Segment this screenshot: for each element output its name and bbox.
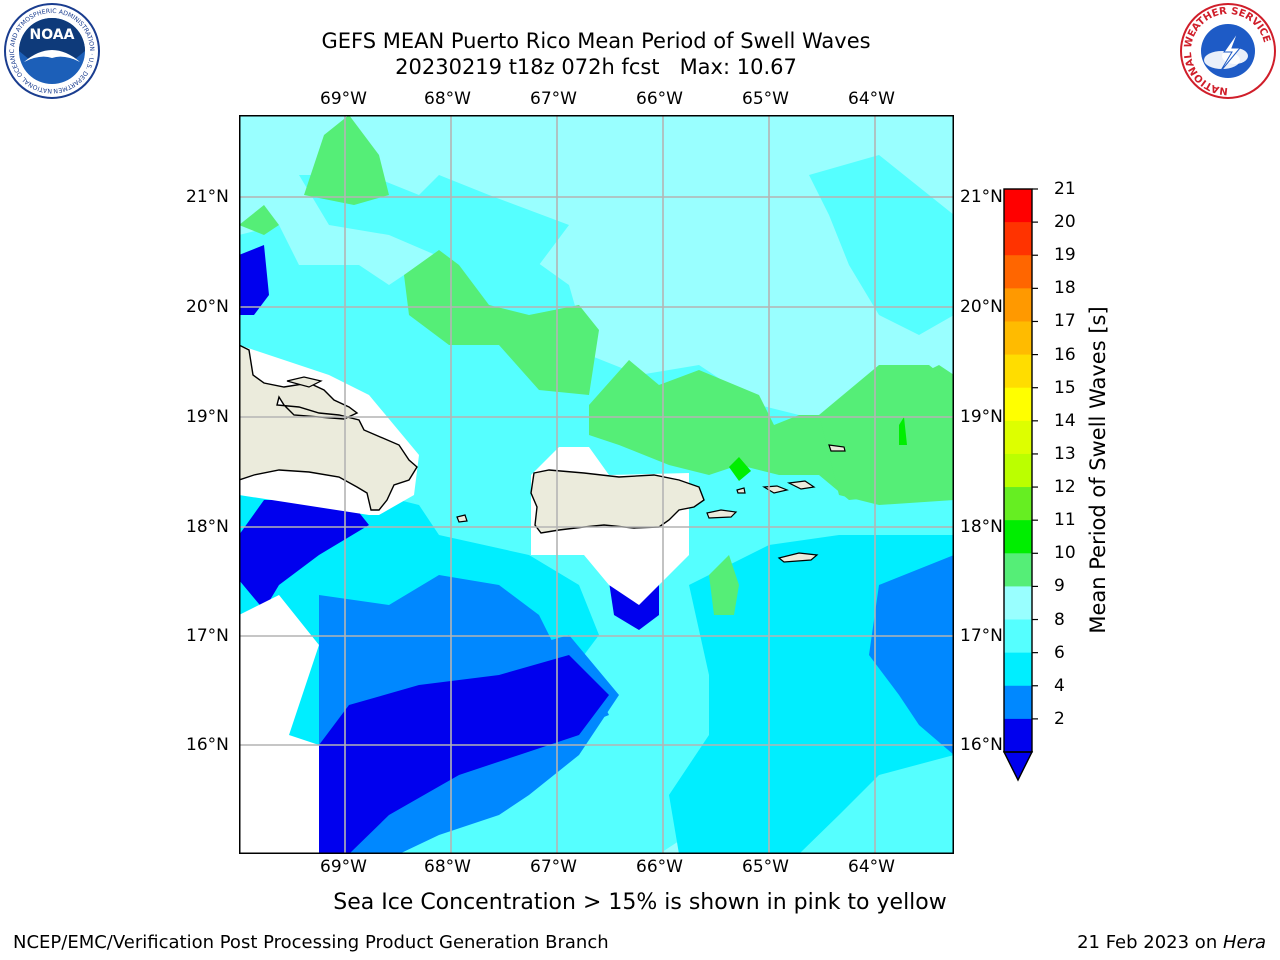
colorbar-extend-arrow [1002, 751, 1034, 782]
lon-label-bottom-67w: 67°W [530, 857, 577, 877]
lat-label-left-16n: 16°N [186, 735, 229, 755]
footer-date: 21 Feb 2023 on Hera [1077, 932, 1266, 953]
colorbar-tick-label: 20 [1054, 212, 1076, 233]
swell-field-9-10-north [404, 250, 599, 395]
lon-label-bottom-69w: 69°W [320, 857, 367, 877]
colorbar-tick-label: 6 [1054, 642, 1065, 663]
colorbar-segment [1004, 420, 1032, 455]
land-hispaniola [239, 344, 418, 511]
lat-label-left-19n: 19°N [186, 407, 229, 427]
chart-title-line2: 20230219 t18z 072h fcst Max: 10.67 [395, 55, 797, 79]
sea-ice-caption: Sea Ice Concentration > 15% is shown in … [333, 890, 947, 915]
colorbar-label: Mean Period of Swell Waves [s] [1086, 306, 1110, 634]
colorbar-segment [1004, 586, 1032, 621]
swell-field-9-10-east [819, 365, 954, 505]
colorbar [1002, 188, 1038, 782]
colorbar-tick-label: 8 [1054, 609, 1065, 630]
colorbar-frame [1003, 188, 1033, 753]
colorbar-tick-label: 9 [1054, 576, 1065, 597]
footer-date-text: 21 Feb 2023 on [1077, 932, 1223, 953]
swell-field-6-8-ne [809, 155, 954, 335]
footer-host: Hera [1222, 932, 1266, 953]
land-hispaniola-north-cay [286, 376, 323, 388]
colorbar-segment [1004, 619, 1032, 654]
colorbar-segment [1004, 652, 1032, 687]
swell-field-9-10-west [239, 205, 279, 235]
map-gridlines [239, 115, 954, 854]
swell-field-9-10-nw [304, 115, 389, 205]
colorbar-segment [1004, 222, 1032, 256]
lon-label-top-68w: 68°W [424, 89, 471, 109]
colorbar-tick-label: 13 [1054, 443, 1076, 464]
land-st-croix [777, 552, 819, 563]
colorbar-tick-label: 16 [1054, 344, 1076, 365]
colorbar-segment [1004, 685, 1032, 720]
colorbar-segment [1004, 288, 1032, 322]
swell-field-9-10-south [709, 555, 739, 615]
land-vieques [706, 509, 738, 519]
land-isla-mona [456, 514, 468, 523]
land-anegada [828, 444, 846, 452]
colorbar-segment [1004, 189, 1032, 223]
lat-label-right-20n: 20°N [960, 297, 1003, 317]
colorbar-segment [1004, 520, 1032, 554]
lon-label-bottom-64w: 64°W [848, 857, 895, 877]
lon-label-top-67w: 67°W [530, 89, 577, 109]
map-frame [239, 115, 954, 854]
colorbar-tick-label: 19 [1054, 245, 1076, 266]
lon-label-bottom-68w: 68°W [424, 857, 471, 877]
land-bvi [786, 480, 816, 490]
lon-label-bottom-66w: 66°W [636, 857, 683, 877]
lat-label-left-17n: 17°N [186, 626, 229, 646]
footer-branch: NCEP/EMC/Verification Post Processing Pr… [13, 932, 609, 953]
colorbar-tick-label: 18 [1054, 278, 1076, 299]
colorbar-segment [1004, 387, 1032, 422]
lat-label-right-21n: 21°N [960, 187, 1003, 207]
lat-label-left-20n: 20°N [186, 297, 229, 317]
colorbar-segment [1004, 321, 1032, 356]
lon-label-top-69w: 69°W [320, 89, 367, 109]
colorbar-tick-label: 21 [1054, 179, 1076, 199]
colorbar-tick-label: 2 [1054, 708, 1065, 729]
colorbar-segment [1004, 453, 1032, 488]
lat-label-left-18n: 18°N [186, 517, 229, 537]
colorbar-tick-label: 4 [1054, 675, 1065, 696]
lat-label-left-21n: 21°N [186, 187, 229, 207]
lon-label-top-65w: 65°W [742, 89, 789, 109]
colorbar-tick-label: 14 [1054, 410, 1076, 431]
swell-field-under-2-nw [239, 245, 269, 315]
swell-field-2-4-east [869, 555, 954, 755]
noaa-logo: NATIONAL OCEANIC AND ATMOSPHERIC ADMINIS… [2, 2, 100, 99]
chart-title-line1: GEFS MEAN Puerto Rico Mean Period of Swe… [321, 29, 871, 53]
nws-logo: NATIONAL WEATHER SERVICE [1180, 3, 1276, 99]
colorbar-tick-label: 10 [1054, 543, 1076, 564]
map-panel [239, 115, 954, 854]
colorbar-segment [1004, 553, 1032, 587]
colorbar-segment [1004, 255, 1032, 289]
lat-label-right-18n: 18°N [960, 517, 1003, 537]
noaa-logo-text: NOAA [30, 27, 75, 43]
colorbar-tick-label: 15 [1054, 377, 1076, 398]
lon-label-top-66w: 66°W [636, 89, 683, 109]
swell-field-10-11-spot1 [729, 457, 751, 481]
lat-label-right-17n: 17°N [960, 626, 1003, 646]
colorbar-segment [1004, 354, 1032, 389]
swell-field-under-2-south [319, 655, 609, 854]
lat-label-right-19n: 19°N [960, 407, 1003, 427]
colorbar-segment [1004, 487, 1032, 521]
land-mask-south-edge [239, 595, 319, 854]
colorbar-segment [1004, 718, 1032, 753]
colorbar-tick-label: 11 [1054, 510, 1076, 531]
lat-label-right-16n: 16°N [960, 735, 1003, 755]
lon-label-bottom-65w: 65°W [742, 857, 789, 877]
colorbar-tick-label: 12 [1054, 477, 1076, 498]
lon-label-top-64w: 64°W [848, 89, 895, 109]
colorbar-tick-label: 17 [1054, 311, 1076, 332]
land-culebra [736, 487, 746, 494]
swell-field-10-11-spot2 [899, 417, 907, 445]
